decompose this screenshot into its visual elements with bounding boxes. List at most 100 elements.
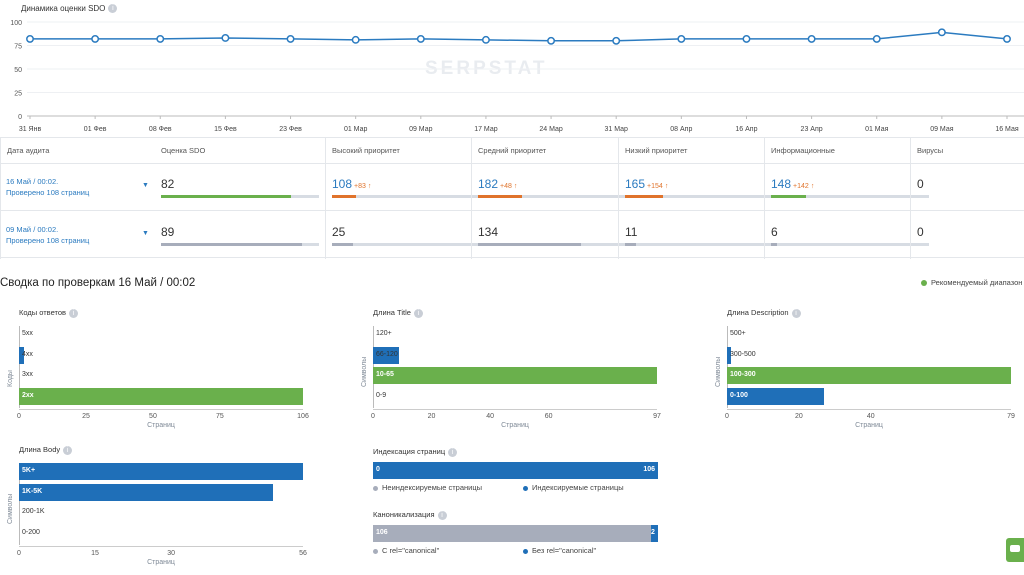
bar[interactable] [373, 346, 400, 364]
sdo-series-line [30, 31, 1008, 42]
info-icon[interactable]: i [791, 308, 801, 318]
canonical-left-value: 106 [376, 529, 388, 536]
viruses-value: 0 [917, 177, 924, 191]
medium-priority-progress [478, 243, 636, 246]
bar-label: 2xx [22, 391, 34, 399]
high-priority-value[interactable]: 108 +83 ↑ [332, 177, 371, 191]
col-viruses: Вирусы 0 0 [910, 138, 1024, 259]
x-tick-label: 16 Апр [735, 126, 757, 133]
x-tick-label: 01 Фев [84, 126, 107, 133]
bar[interactable]: 0-100 [727, 387, 825, 405]
x-axis [727, 409, 1011, 410]
informational-value[interactable]: 148 +142 ↑ [771, 177, 814, 191]
bar[interactable]: 5K+ [19, 463, 303, 480]
metric-number: 134 [478, 225, 499, 239]
category-label: 5xx [22, 330, 33, 337]
low-priority-value[interactable]: 165 +154 ↑ [625, 177, 668, 191]
low-priority-value: 11 [625, 225, 637, 239]
y-tick-label: 100 [10, 20, 22, 27]
header-high-priority: Высокий приоритет [332, 146, 400, 155]
sdo-data-point[interactable] [416, 34, 425, 43]
x-tick-label: 16 Мая [995, 126, 1019, 133]
x-tick-label: 60 [544, 413, 553, 420]
x-axis-title: Страниц [501, 422, 529, 429]
legend-with-canonical[interactable]: С rel="canonical" [373, 546, 439, 555]
x-tick-label: 01 Мар [344, 126, 368, 133]
progress-fill [625, 195, 663, 198]
sdo-data-point[interactable] [807, 34, 816, 43]
chat-button[interactable] [1006, 538, 1024, 562]
metric-delta: +154 [647, 183, 663, 190]
indexation-right-value: 106 [643, 466, 655, 473]
progress-fill [625, 243, 637, 246]
audit-date-link[interactable]: 16 Май / 00:02. Проверено 108 страниц [6, 177, 90, 197]
legend-non-indexed[interactable]: Неиндексируемые страницы [373, 483, 482, 492]
info-icon[interactable]: i [108, 4, 118, 14]
category-label: 120+ [376, 330, 392, 337]
x-tick-label: 09 Мая [930, 126, 954, 133]
sdo-data-point[interactable] [1003, 34, 1011, 43]
arrow-up-icon: ↑ [664, 183, 669, 190]
chevron-down-icon[interactable]: ▼ [142, 182, 149, 189]
metric-delta: +142 [793, 183, 809, 190]
y-axis-title: Символы [361, 356, 368, 387]
sdo-data-point[interactable] [677, 34, 686, 43]
chevron-down-icon[interactable]: ▼ [142, 230, 149, 237]
sdo-data-point[interactable] [547, 36, 556, 45]
x-tick-label: 40 [866, 413, 875, 420]
sdo-data-point[interactable] [156, 34, 165, 43]
legend-indexed[interactable]: Индексируемые страницы [523, 483, 624, 492]
legend-without-canonical[interactable]: Без rel="canonical" [523, 546, 596, 555]
sdo-data-point[interactable] [221, 34, 230, 42]
bar[interactable] [19, 346, 25, 364]
header-sdo-score: Оценка SDO [161, 146, 206, 155]
x-axis-title: Страниц [855, 422, 883, 429]
metric-delta: +48 [500, 183, 512, 190]
sdo-data-point[interactable] [872, 34, 881, 43]
indexation-left-value: 0 [376, 466, 380, 473]
y-axis [19, 463, 20, 545]
info-icon[interactable]: i [448, 447, 458, 457]
x-axis-title: Страниц [147, 422, 175, 429]
metric-number: 182 [478, 177, 499, 191]
info-icon[interactable]: i [437, 510, 447, 520]
bar[interactable]: 2xx [19, 387, 303, 405]
category-label: 4xx [22, 350, 33, 358]
metric-number: 6 [771, 225, 778, 239]
bar-label: 5K+ [22, 467, 36, 474]
mini-chart-title: Длина Body i [19, 445, 73, 455]
sdo-data-point[interactable] [481, 35, 490, 44]
sdo-data-point[interactable] [937, 28, 946, 37]
info-icon[interactable]: i [63, 445, 73, 455]
bar[interactable]: 100-300 [727, 367, 1011, 384]
bar[interactable] [727, 346, 731, 364]
bar[interactable]: 10-65 [373, 367, 657, 384]
summary-title: Сводка по проверкам 16 Май / 00:02 [0, 277, 196, 289]
low-priority-progress [625, 195, 783, 198]
progress-fill [332, 195, 356, 198]
metric-number: 25 [332, 225, 346, 239]
x-tick-label: 50 [149, 413, 157, 420]
col-medium-priority: Средний приоритет 182 +48 ↑ 134 [471, 138, 636, 259]
sdo-data-point[interactable] [742, 34, 751, 43]
medium-priority-value[interactable]: 182 +48 ↑ [478, 177, 517, 191]
sdo-data-point[interactable] [286, 34, 295, 43]
progress-fill [332, 243, 353, 246]
audit-date-link[interactable]: 09 Май / 00:02. Проверено 108 страниц [6, 225, 90, 245]
sdo-data-point[interactable] [91, 34, 100, 43]
medium-priority-progress [478, 195, 636, 198]
metric-delta: +83 [354, 183, 366, 190]
info-icon[interactable]: i [69, 308, 78, 318]
sdo-data-point[interactable] [612, 36, 621, 45]
sdo-data-point[interactable] [351, 35, 360, 44]
y-tick-label: 0 [18, 114, 22, 121]
bar[interactable]: 1K-5K [19, 483, 273, 501]
x-tick-label: 0 [371, 413, 375, 420]
x-tick-label: 01 Мая [865, 126, 889, 133]
info-icon[interactable]: i [413, 308, 423, 318]
sdo-data-point[interactable] [26, 34, 34, 43]
x-axis [373, 409, 657, 410]
x-tick-label: 97 [653, 413, 661, 420]
arrow-up-icon: ↑ [513, 183, 518, 190]
category-label: 500+ [730, 330, 746, 337]
